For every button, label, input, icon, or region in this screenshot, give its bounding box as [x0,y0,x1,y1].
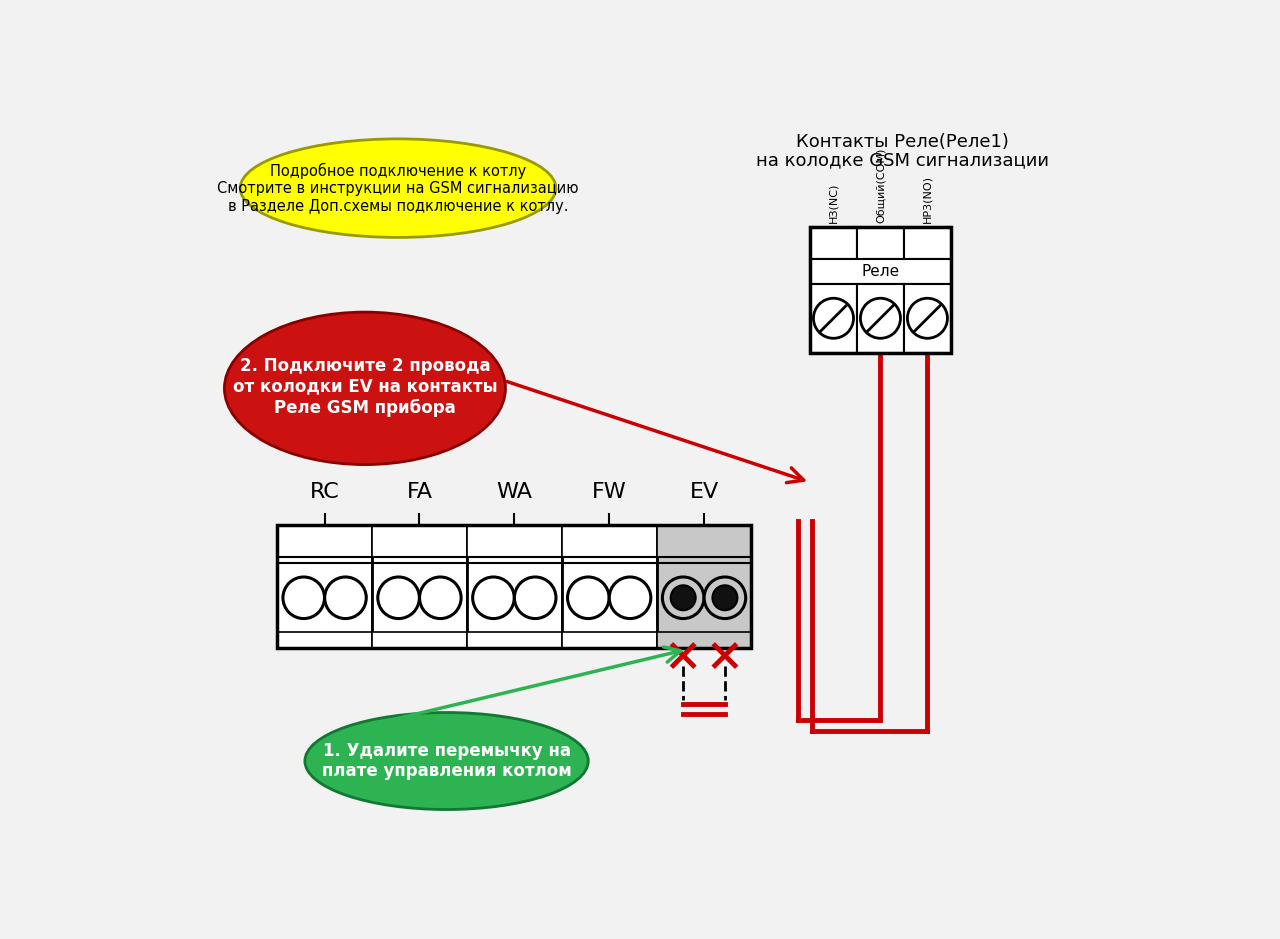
Circle shape [472,577,515,619]
Bar [810,259,951,284]
Circle shape [567,577,609,619]
Bar [372,525,467,557]
Ellipse shape [305,713,589,809]
Text: FW: FW [591,482,626,501]
Circle shape [662,577,704,619]
Bar [858,226,904,259]
Text: НЗ(NC): НЗ(NC) [828,182,838,223]
Circle shape [814,299,854,338]
Bar [278,525,751,648]
Bar [372,633,467,648]
Text: НР3(NO): НР3(NO) [923,175,932,223]
Ellipse shape [224,312,506,465]
Bar [467,525,562,557]
Text: RC: RC [310,482,339,501]
Bar [810,226,858,259]
Circle shape [671,585,695,610]
Bar [467,633,562,648]
Text: 2. Подключите 2 провода
от колодки EV на контакты
Реле GSM прибора: 2. Подключите 2 провода от колодки EV на… [233,357,497,417]
Text: Контакты Реле(Реле1): Контакты Реле(Реле1) [796,133,1009,151]
Bar [810,226,951,353]
Circle shape [860,299,900,338]
Bar [562,633,657,648]
Text: 1. Удалите перемычку на
плате управления котлом: 1. Удалите перемычку на плате управления… [321,742,571,780]
Text: Общий(COM): Общий(COM) [876,147,886,223]
Bar [657,525,751,648]
Bar [278,525,372,648]
Bar [562,525,657,648]
Bar [467,525,562,648]
Bar [562,525,657,557]
Circle shape [325,577,366,619]
Bar [657,633,751,648]
Circle shape [378,577,420,619]
Circle shape [420,577,461,619]
Text: Подробное подключение к котлу
Смотрите в инструкции на GSM сигнализацию
в Раздел: Подробное подключение к котлу Смотрите в… [218,162,579,213]
Bar [278,633,372,648]
Bar [858,284,904,353]
Bar [904,226,951,259]
Circle shape [515,577,556,619]
Ellipse shape [241,139,556,238]
Text: Реле: Реле [861,264,900,279]
Bar [278,525,372,557]
Bar [904,284,951,353]
Circle shape [713,585,737,610]
Circle shape [908,299,947,338]
Bar [657,525,751,557]
Bar [810,284,858,353]
Bar [372,525,467,648]
Circle shape [609,577,650,619]
Text: EV: EV [690,482,718,501]
Circle shape [283,577,325,619]
Text: на колодке GSM сигнализации: на колодке GSM сигнализации [756,151,1048,169]
Circle shape [704,577,746,619]
Text: FA: FA [407,482,433,501]
Text: WA: WA [497,482,532,501]
